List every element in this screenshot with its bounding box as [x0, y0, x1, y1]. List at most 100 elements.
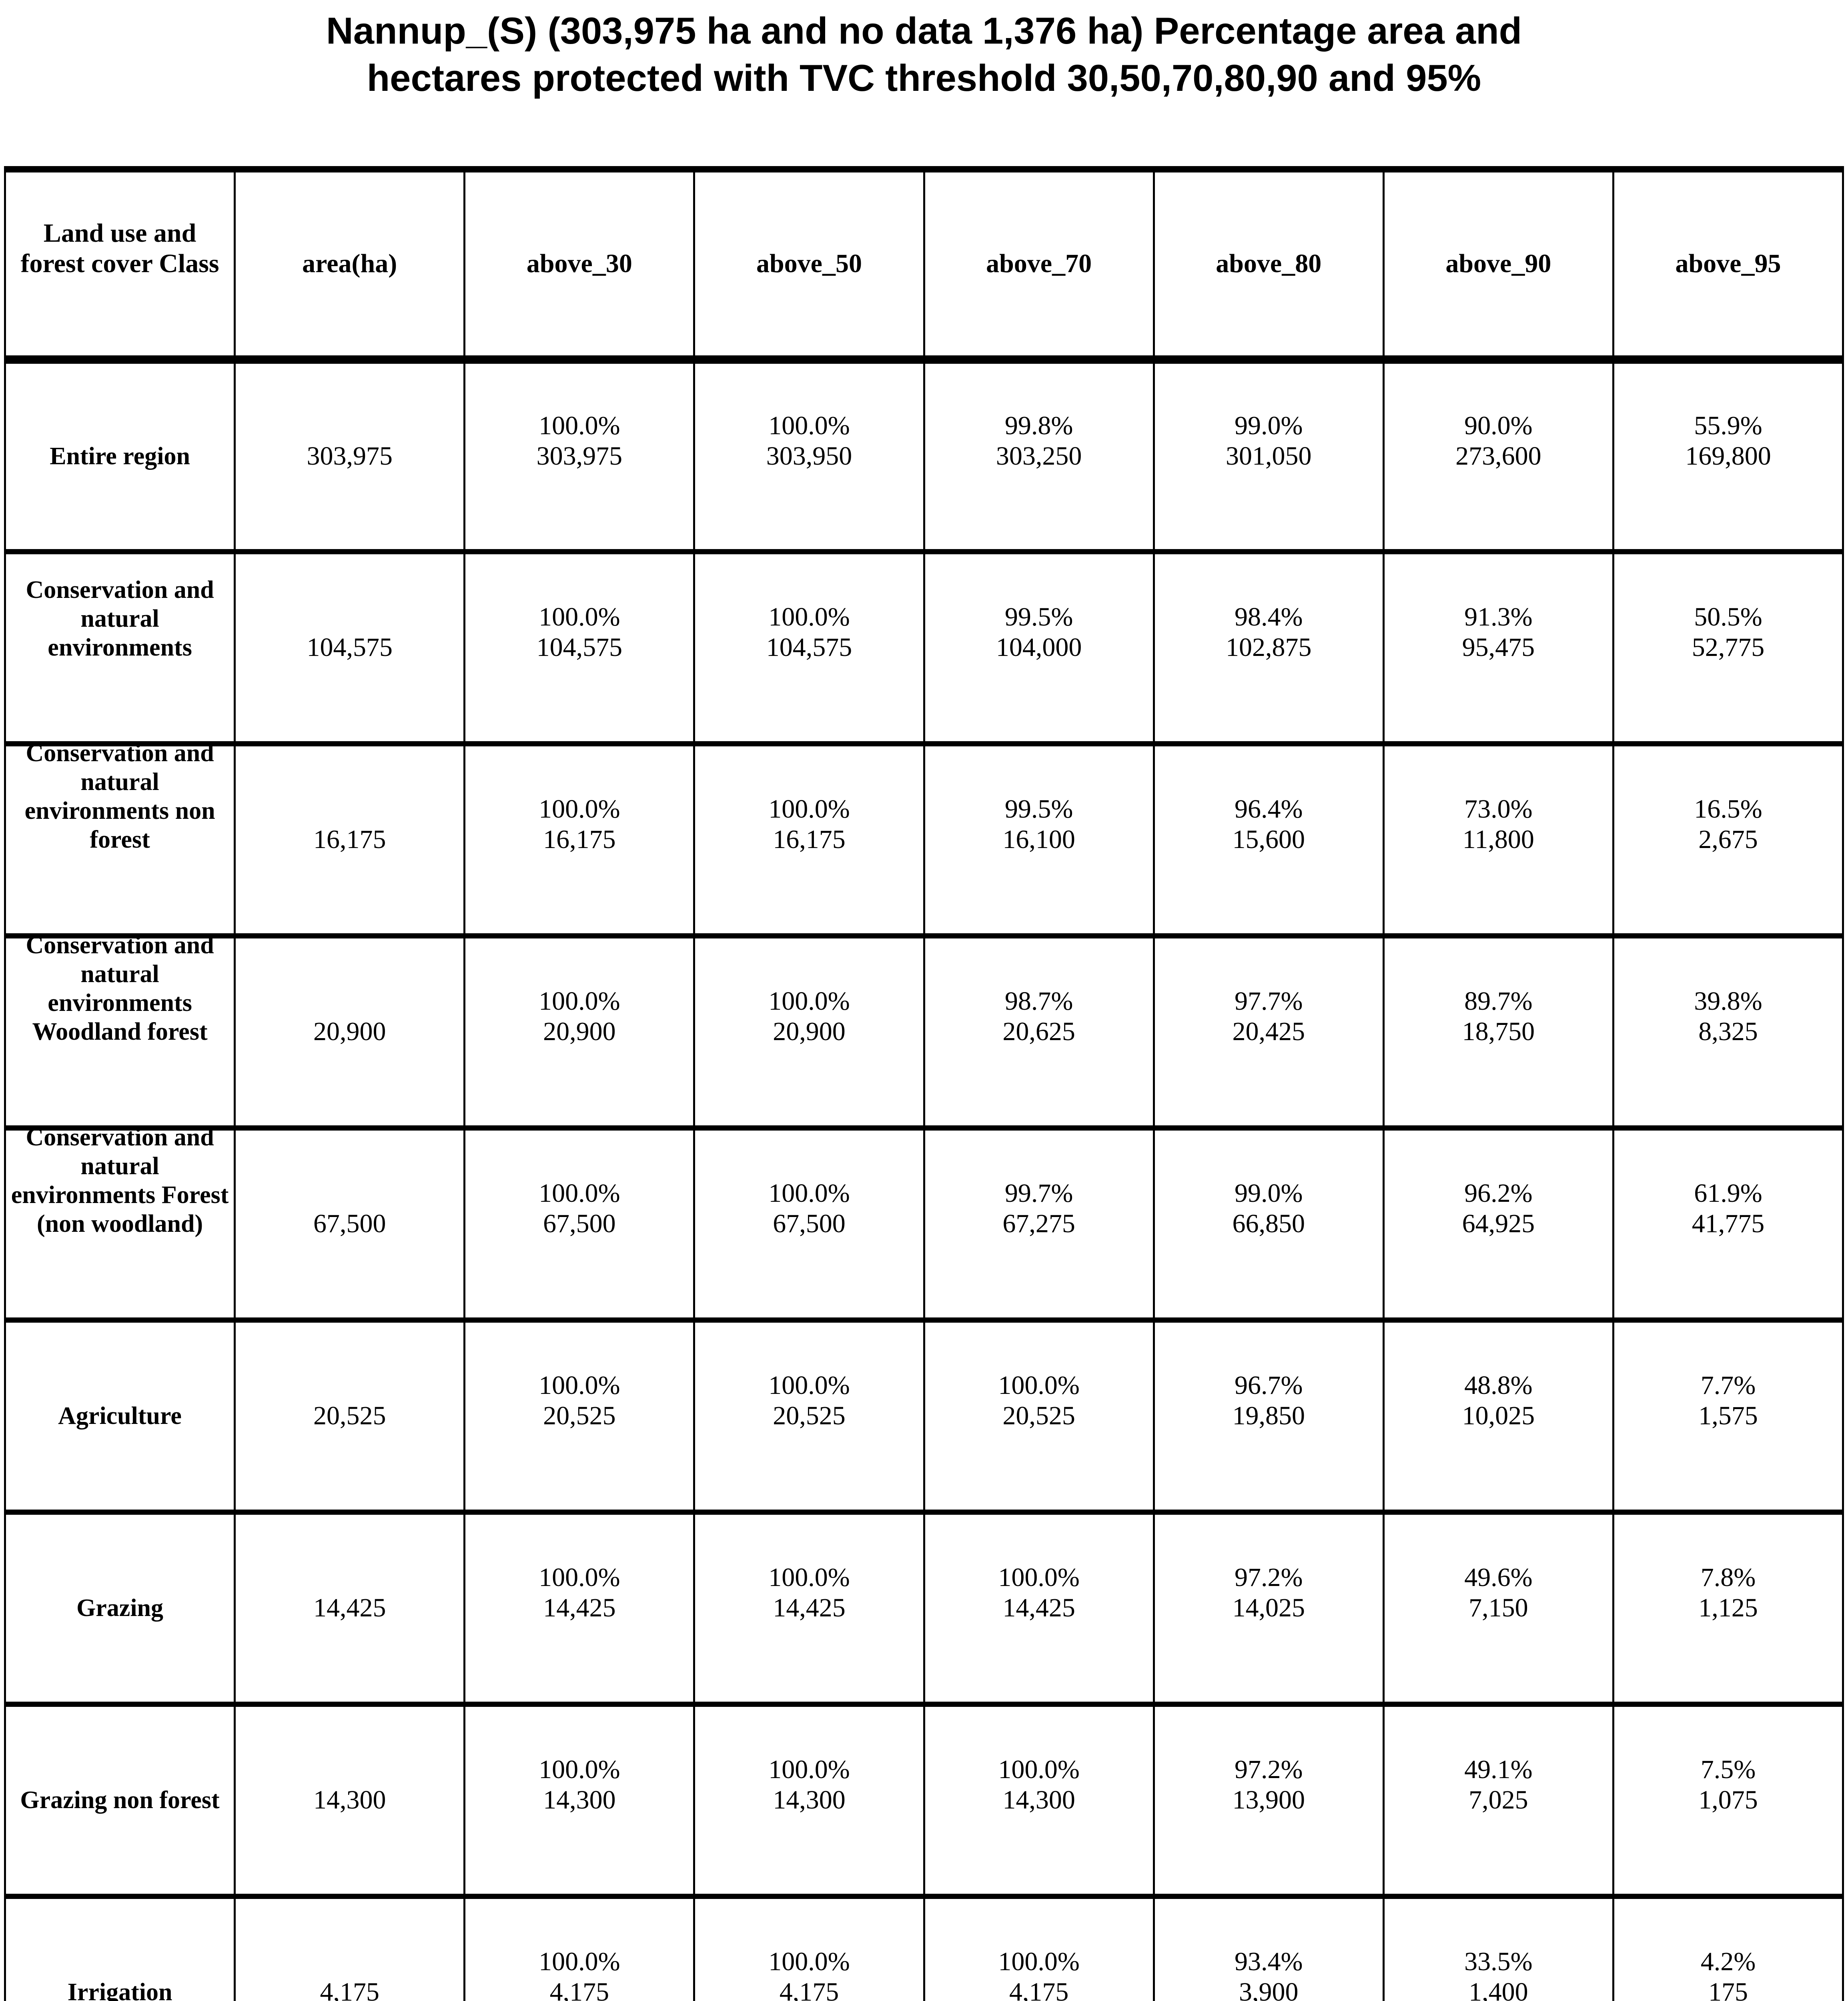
percent-value: 96.7% — [1234, 1371, 1303, 1400]
hectares-value: 303,975 — [536, 441, 623, 471]
table-header-row: Land use and forest cover Class area(ha)… — [4, 166, 1844, 364]
percent-value: 100.0% — [539, 986, 620, 1016]
percent-value: 100.0% — [539, 1371, 620, 1400]
threshold-cell: 100.0% 4,175 — [923, 1893, 1155, 2001]
threshold-cell: 100.0% 20,525 — [463, 1317, 696, 1515]
threshold-cell: 50.5% 52,775 — [1612, 549, 1844, 746]
row-label-cell: Conservation and natural environments — [4, 549, 236, 746]
percent-value: 100.0% — [998, 1371, 1080, 1400]
page-title-line1: Nannup_(S) (303,975 ha and no data 1,376… — [326, 10, 1522, 52]
page-title-line2: hectares protected with TVC threshold 30… — [367, 57, 1481, 99]
percent-value: 100.0% — [539, 602, 620, 632]
hectares-value: 16,175 — [543, 825, 616, 854]
hectares-value: 20,425 — [1232, 1017, 1305, 1046]
hectares-value: 11,800 — [1462, 825, 1534, 854]
hectares-value: 20,525 — [1002, 1401, 1075, 1430]
threshold-cell: 100.0% 4,175 — [463, 1893, 696, 2001]
hectares-value: 64,925 — [1462, 1209, 1535, 1238]
threshold-cell: 89.7% 18,750 — [1382, 933, 1614, 1131]
percent-value: 100.0% — [768, 1371, 850, 1400]
percent-value: 50.5% — [1694, 602, 1762, 632]
area-cell: 67,500 — [234, 1125, 466, 1323]
percent-value: 100.0% — [539, 1755, 620, 1784]
percent-value: 100.0% — [998, 1755, 1080, 1784]
threshold-cell: 99.7% 67,275 — [923, 1125, 1155, 1323]
column-header-label: Land use and forest cover Class — [20, 219, 219, 279]
threshold-cell: 100.0% 14,425 — [463, 1509, 696, 1707]
threshold-cell: 93.4% 3,900 — [1152, 1893, 1385, 2001]
hectares-value: 1,400 — [1469, 1977, 1528, 2001]
column-header-class: Land use and forest cover Class — [4, 166, 236, 364]
row-label-cell: Grazing non forest — [4, 1701, 236, 1899]
hectares-value: 104,000 — [996, 633, 1082, 662]
threshold-cell: 90.0% 273,600 — [1382, 357, 1614, 554]
hectares-value: 15,600 — [1232, 825, 1305, 854]
threshold-cell: 100.0% 14,425 — [923, 1509, 1155, 1707]
hectares-value: 95,475 — [1462, 633, 1535, 662]
hectares-value: 301,050 — [1225, 441, 1312, 471]
percent-value: 98.4% — [1234, 602, 1303, 632]
percent-value: 61.9% — [1694, 1179, 1762, 1208]
hectares-value: 2,675 — [1698, 825, 1758, 854]
hectares-value: 20,900 — [543, 1017, 616, 1046]
column-header-label: above_80 — [1216, 249, 1322, 279]
threshold-cell: 97.2% 14,025 — [1152, 1509, 1385, 1707]
area-value: 20,900 — [313, 1017, 386, 1046]
hectares-value: 52,775 — [1692, 633, 1765, 662]
hectares-value: 303,250 — [996, 441, 1082, 471]
threshold-cell: 49.6% 7,150 — [1382, 1509, 1614, 1707]
hectares-value: 18,750 — [1462, 1017, 1535, 1046]
table-row: Conservation and natural environments 104… — [4, 549, 1844, 746]
percent-value: 99.5% — [1004, 602, 1073, 632]
percent-value: 100.0% — [998, 1563, 1080, 1592]
table-body: Entire region 303,975 100.0% 303,975 100.0% 3… — [4, 357, 1844, 2001]
percent-value: 99.7% — [1004, 1179, 1073, 1208]
percent-value: 99.8% — [1004, 411, 1073, 440]
row-label: Grazing non forest — [20, 1786, 220, 1814]
percent-value: 100.0% — [539, 1179, 620, 1208]
threshold-cell: 100.0% 14,425 — [693, 1509, 925, 1707]
percent-value: 100.0% — [998, 1947, 1080, 1976]
column-header-label: area(ha) — [302, 249, 397, 279]
hectares-value: 14,300 — [1002, 1785, 1075, 1815]
percent-value: 4.2% — [1700, 1947, 1756, 1976]
hectares-value: 19,850 — [1232, 1401, 1305, 1430]
percent-value: 48.8% — [1464, 1371, 1533, 1400]
threshold-cell: 100.0% 104,575 — [463, 549, 696, 746]
percent-value: 7.5% — [1700, 1755, 1756, 1784]
threshold-cell: 16.5% 2,675 — [1612, 741, 1844, 938]
hectares-value: 303,950 — [766, 441, 852, 471]
percent-value: 100.0% — [539, 411, 620, 440]
percent-value: 7.7% — [1700, 1371, 1756, 1400]
area-value: 16,175 — [313, 825, 386, 854]
percent-value: 100.0% — [539, 1947, 620, 1976]
hectares-value: 1,125 — [1698, 1593, 1758, 1622]
threshold-cell: 49.1% 7,025 — [1382, 1701, 1614, 1899]
row-label: Grazing — [76, 1594, 164, 1622]
threshold-cell: 100.0% 104,575 — [693, 549, 925, 746]
column-header-above95: above_95 — [1612, 166, 1844, 364]
hectares-value: 14,425 — [1002, 1593, 1075, 1622]
threshold-cell: 100.0% 20,900 — [693, 933, 925, 1131]
percent-value: 100.0% — [539, 1563, 620, 1592]
percent-value: 39.8% — [1694, 986, 1762, 1016]
row-label: Conservation and natural environments — [26, 576, 214, 661]
hectares-value: 7,150 — [1469, 1593, 1528, 1622]
threshold-cell: 97.2% 13,900 — [1152, 1701, 1385, 1899]
threshold-cell: 100.0% 4,175 — [693, 1893, 925, 2001]
threshold-cell: 100.0% 14,300 — [923, 1701, 1155, 1899]
threshold-cell: 100.0% 20,525 — [693, 1317, 925, 1515]
percent-value: 7.8% — [1700, 1563, 1756, 1592]
percent-value: 55.9% — [1694, 411, 1762, 440]
percent-value: 100.0% — [768, 1179, 850, 1208]
row-label-cell: Conservation and natural environments Wo… — [4, 932, 236, 1131]
percent-value: 100.0% — [768, 794, 850, 824]
percent-value: 96.2% — [1464, 1179, 1533, 1208]
row-label: Conservation and natural environments Wo… — [26, 932, 214, 1045]
percent-value: 100.0% — [539, 794, 620, 824]
percent-value: 93.4% — [1234, 1947, 1303, 1976]
threshold-cell: 97.7% 20,425 — [1152, 933, 1385, 1131]
row-label-cell: Conservation and natural environments no… — [4, 740, 236, 938]
area-value: 20,525 — [313, 1401, 386, 1430]
percent-value: 100.0% — [768, 411, 850, 440]
